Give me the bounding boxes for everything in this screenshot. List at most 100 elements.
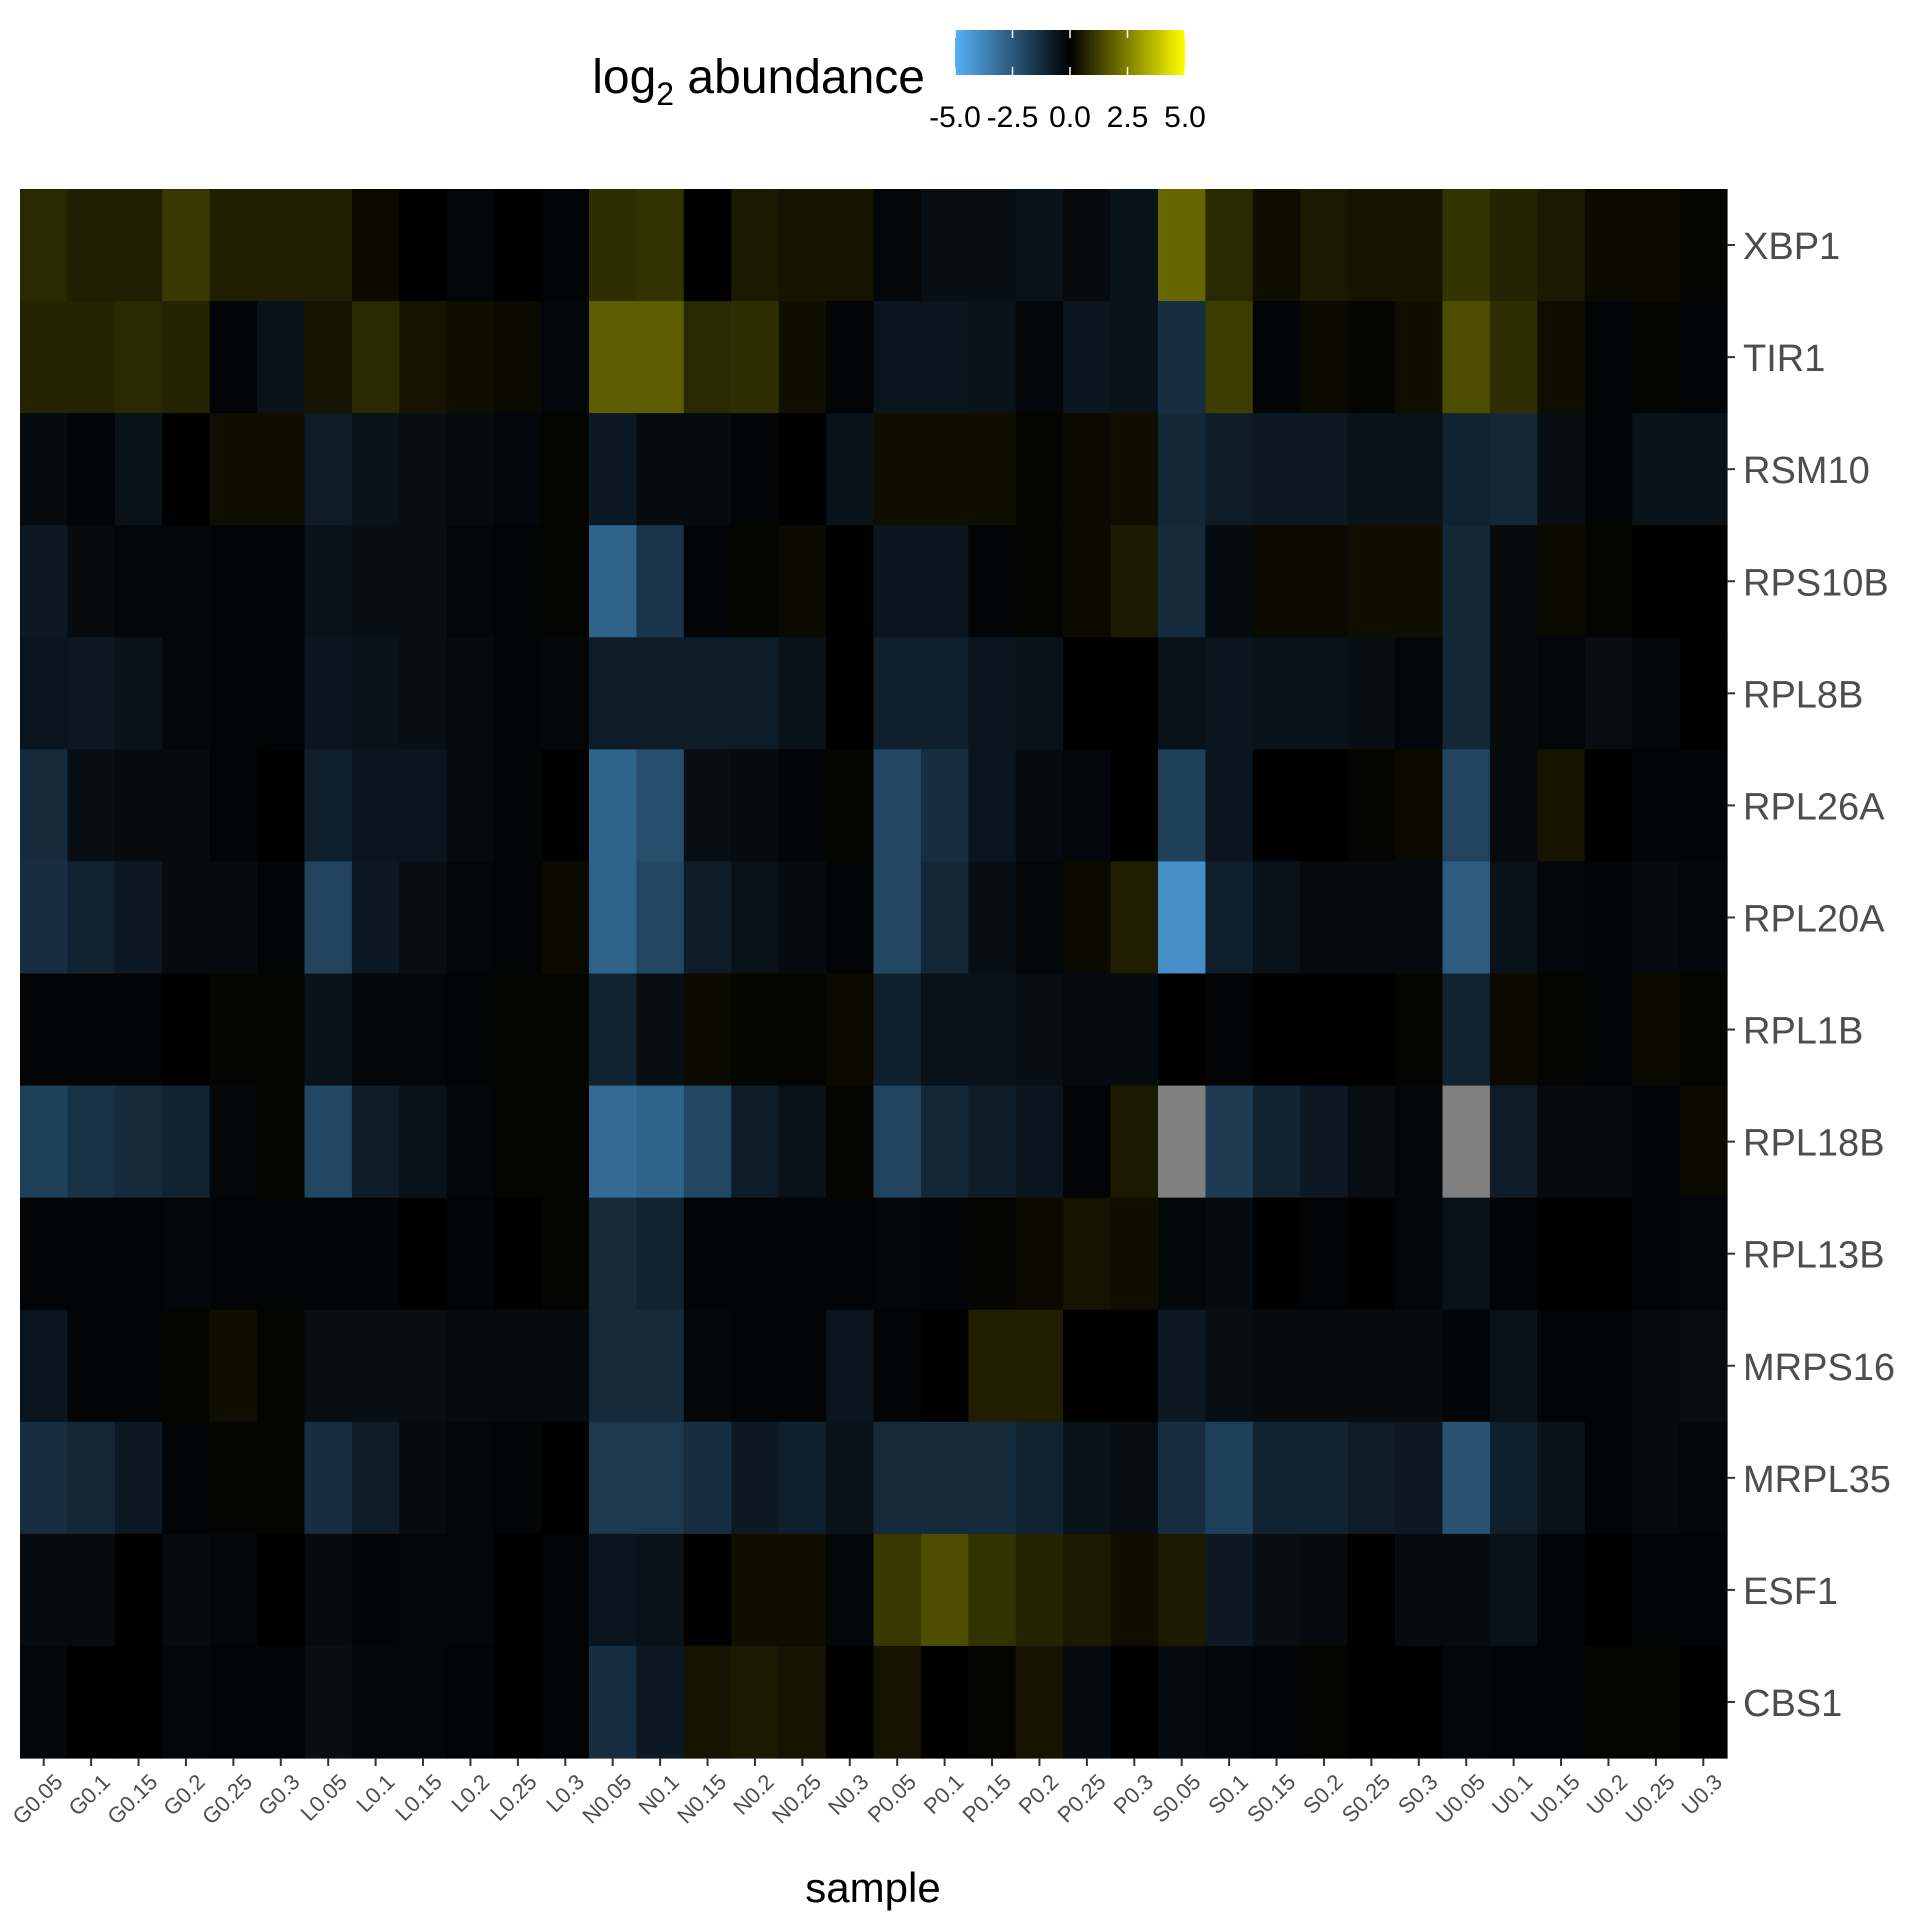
heatmap-cell-RPL20A-N0.2 [731, 861, 780, 975]
y-axis: XBP1 TIR1 RSM10 RPS10B RPL8B RPL26A RPL20A RPL1… [1727, 226, 1895, 1725]
heatmap-cell-RSM10-G0.2 [162, 413, 211, 526]
heatmap-cell-RPL20A-S0.05 [1158, 861, 1207, 975]
heatmap-cell-RPL1B-U0.15 [1537, 973, 1586, 1087]
x-tick-label: U0.25 [1621, 1769, 1680, 1828]
heatmap-cell-MRPS16-S0.05 [1158, 1309, 1207, 1423]
heatmap-cell-MRPS16-P0.3 [1110, 1309, 1159, 1423]
heatmap-cell-RPL8B-S0.1 [1205, 637, 1254, 750]
heatmap-cell-RPS10B-N0.25 [778, 525, 827, 638]
heatmap-cell-RPL26A-P0.1 [920, 749, 969, 863]
heatmap-cell-RPL26A-S0.25 [1347, 749, 1396, 863]
heatmap-cell-RPL1B-P0.25 [1063, 973, 1112, 1087]
heatmap-cell-XBP1-N0.3 [826, 189, 875, 302]
heatmap-cell-ESF1-L0.2 [446, 1533, 495, 1647]
heatmap-cell-MRPL35-P0.05 [873, 1421, 922, 1535]
heatmap-cell-RPS10B-S0.2 [1300, 525, 1349, 638]
heatmap-cell-MRPL35-N0.2 [731, 1421, 780, 1535]
heatmap-cell-MRPL35-U0.1 [1489, 1421, 1538, 1535]
heatmap-cell-RPS10B-U0.15 [1537, 525, 1586, 638]
heatmap-cell-RPL13B-S0.2 [1300, 1197, 1349, 1311]
heatmap-cell-CBS1-N0.25 [778, 1645, 827, 1759]
x-tick-label: P0.15 [958, 1769, 1016, 1827]
heatmap-cell-RSM10-G0.15 [114, 413, 163, 526]
heatmap-cell-XBP1-N0.15 [683, 189, 732, 302]
heatmap-cell-CBS1-L0.2 [446, 1645, 495, 1759]
heatmap-cell-RPL26A-U0.25 [1632, 749, 1681, 863]
heatmap-cell-RPL20A-G0.3 [257, 861, 306, 975]
heatmap-cell-RPL8B-S0.25 [1347, 637, 1396, 750]
heatmap-cell-RPL26A-L0.05 [304, 749, 353, 863]
heatmap-cell-CBS1-P0.2 [1015, 1645, 1064, 1759]
heatmap-cell-CBS1-P0.25 [1063, 1645, 1112, 1759]
heatmap-cell-TIR1-G0.1 [67, 301, 116, 414]
heatmap-cell-RPL8B-P0.2 [1015, 637, 1064, 750]
heatmap-cell-RPL26A-G0.2 [162, 749, 211, 863]
heatmap-cell-ESF1-N0.2 [731, 1533, 780, 1647]
heatmap-cell-RPL20A-P0.15 [968, 861, 1017, 975]
heatmap-cell-RPL18B-L0.1 [351, 1085, 400, 1199]
heatmap-cell-RSM10-L0.3 [541, 413, 590, 526]
heatmap-cell-RPL13B-G0.15 [114, 1197, 163, 1311]
heatmap-cell-MRPL35-G0.25 [209, 1421, 258, 1535]
heatmap-cell-RPL20A-S0.1 [1205, 861, 1254, 975]
heatmap-cell-RPL18B-S0.3 [1395, 1085, 1444, 1199]
heatmap-cell-XBP1-N0.25 [778, 189, 827, 302]
heatmap-cell-RPL26A-U0.05 [1442, 749, 1491, 863]
heatmap-cell-MRPL35-S0.3 [1395, 1421, 1444, 1535]
heatmap-cell-RPL18B-S0.05 [1158, 1085, 1207, 1199]
heatmap-cell-RPL18B-S0.25 [1347, 1085, 1396, 1199]
heatmap-cell-RPL20A-N0.25 [778, 861, 827, 975]
heatmap-cell-MRPS16-P0.15 [968, 1309, 1017, 1423]
heatmap-cell-ESF1-P0.2 [1015, 1533, 1064, 1647]
heatmap-cell-TIR1-P0.15 [968, 301, 1017, 414]
heatmap-cell-RPL26A-L0.2 [446, 749, 495, 863]
heatmap-cell-MRPL35-S0.25 [1347, 1421, 1396, 1535]
heatmap-cell-CBS1-G0.3 [257, 1645, 306, 1759]
heatmap-cell-RPL13B-N0.2 [731, 1197, 780, 1311]
heatmap-cell-RPL26A-P0.15 [968, 749, 1017, 863]
heatmap-cell-MRPL35-L0.05 [304, 1421, 353, 1535]
heatmap-cell-CBS1-N0.05 [589, 1645, 638, 1759]
heatmap-cell-RPL18B-N0.2 [731, 1085, 780, 1199]
heatmap-cell-XBP1-L0.05 [304, 189, 353, 302]
legend-tick-label: 2.5 [1107, 101, 1149, 134]
heatmap-cell-TIR1-N0.3 [826, 301, 875, 414]
heatmap-cell-RPL1B-G0.25 [209, 973, 258, 1087]
legend-title: log2 abundance [592, 51, 925, 112]
heatmap-cell-RPS10B-G0.3 [257, 525, 306, 638]
heatmap-cell-MRPL35-P0.25 [1063, 1421, 1112, 1535]
heatmap-cell-CBS1-P0.1 [920, 1645, 969, 1759]
heatmap-cell-MRPS16-S0.15 [1252, 1309, 1301, 1423]
heatmap-cell-RPS10B-U0.25 [1632, 525, 1681, 638]
heatmap-cell-RSM10-U0.25 [1632, 413, 1681, 526]
heatmap-cell-RPL1B-G0.1 [67, 973, 116, 1087]
heatmap-cell-RPL20A-U0.1 [1489, 861, 1538, 975]
heatmap-cell-TIR1-L0.25 [494, 301, 543, 414]
heatmap-cell-XBP1-L0.25 [494, 189, 543, 302]
x-tick-label: G0.3 [253, 1769, 304, 1820]
heatmap-cell-RPL18B-U0.3 [1679, 1085, 1728, 1199]
heatmap-cell-MRPS16-U0.05 [1442, 1309, 1491, 1423]
heatmap-cell-RPL1B-N0.3 [826, 973, 875, 1087]
heatmap-cell-RSM10-G0.1 [67, 413, 116, 526]
heatmap-cell-TIR1-N0.2 [731, 301, 780, 414]
heatmap-cell-RPL18B-S0.1 [1205, 1085, 1254, 1199]
heatmap-cell-TIR1-P0.05 [873, 301, 922, 414]
heatmap-cell-RPL18B-N0.1 [636, 1085, 685, 1199]
heatmap-cell-RPL20A-P0.25 [1063, 861, 1112, 975]
heatmap-cell-MRPS16-S0.25 [1347, 1309, 1396, 1423]
heatmap-cell-RPS10B-S0.3 [1395, 525, 1444, 638]
heatmap-cell-RPS10B-U0.1 [1489, 525, 1538, 638]
heatmap-cell-RPL18B-G0.15 [114, 1085, 163, 1199]
heatmap-cell-TIR1-L0.15 [399, 301, 448, 414]
heatmap-cell-RPS10B-P0.1 [920, 525, 969, 638]
heatmap-cell-RPL1B-N0.05 [589, 973, 638, 1087]
heatmap-cell-RPL13B-L0.05 [304, 1197, 353, 1311]
heatmap-cell-RSM10-G0.3 [257, 413, 306, 526]
heatmap-cell-RPL1B-L0.2 [446, 973, 495, 1087]
heatmap-cell-MRPL35-U0.2 [1584, 1421, 1633, 1535]
heatmap-cell-RPL8B-N0.3 [826, 637, 875, 750]
heatmap-cell-RPL1B-N0.1 [636, 973, 685, 1087]
heatmap-cell-RPL13B-N0.1 [636, 1197, 685, 1311]
heatmap-cell-ESF1-L0.1 [351, 1533, 400, 1647]
